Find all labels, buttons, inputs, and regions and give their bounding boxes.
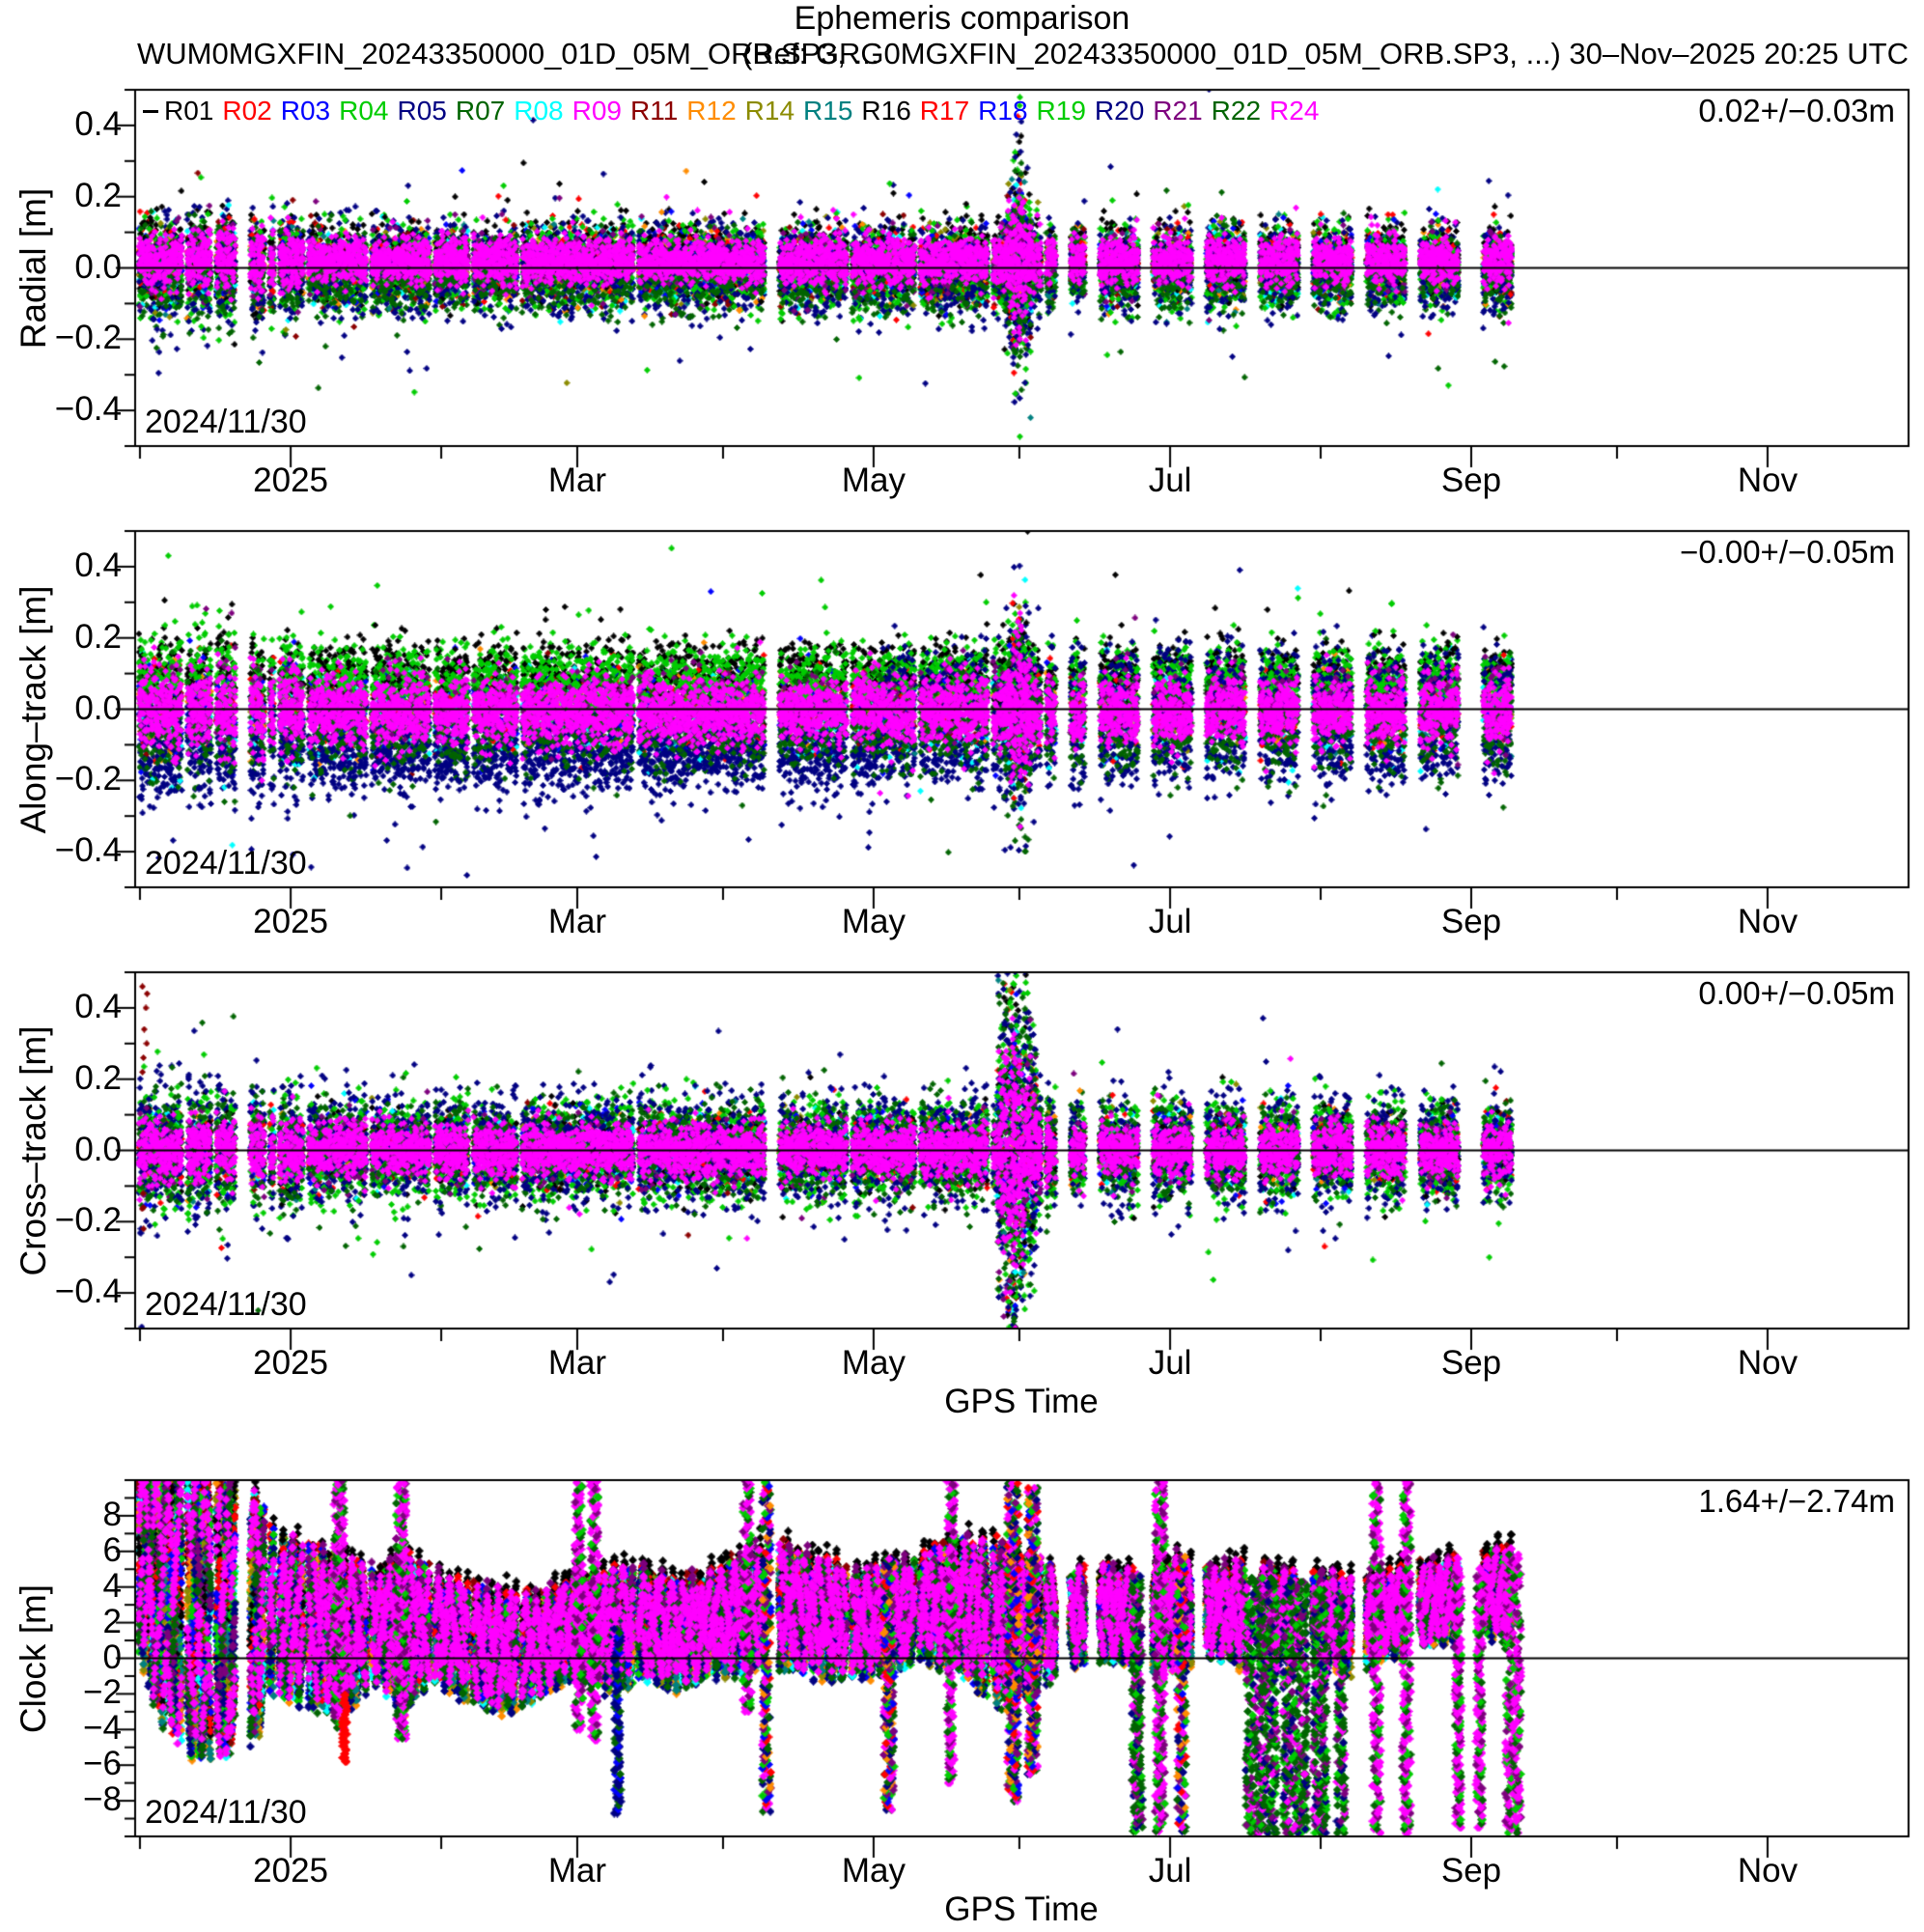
y-tick-label-clock-8: 8 <box>102 1495 122 1533</box>
y-tick-label-cross-track-0.4: 0.4 <box>74 987 122 1025</box>
x-tick-label-along-track-Nov: Nov <box>1737 903 1799 940</box>
x-tick-label-clock-Sep: Sep <box>1440 1852 1502 1890</box>
x-tick-label-radial-Nov: Nov <box>1737 462 1799 499</box>
stats-annotation-cross-track: 0.00+/−0.05m <box>1698 975 1895 1011</box>
y-tick-label-clock-−4: −4 <box>83 1709 122 1748</box>
y-tick-label-along-track-−0.2: −0.2 <box>54 760 122 798</box>
legend-item-R03: R03 <box>280 96 331 126</box>
x-tick-label-radial-Jul: Jul <box>1148 462 1192 499</box>
y-tick-label-along-track-−0.4: −0.4 <box>54 831 122 870</box>
y-tick-label-clock-6: 6 <box>102 1530 122 1569</box>
y-tick-label-cross-track-0.0: 0.0 <box>74 1130 122 1168</box>
legend-item-R05: R05 <box>397 96 447 126</box>
subtitle-reference-file-and-timestamp: (Ref: GRG0MGXFIN_20243350000_01D_05M_ORB… <box>742 37 1909 70</box>
x-tick-label-along-track-Sep: Sep <box>1440 903 1502 940</box>
x-tick-label-cross-track-Jul: Jul <box>1148 1344 1192 1382</box>
start-date-label-radial: 2024/11/30 <box>145 404 307 440</box>
legend-item-R02: R02 <box>222 96 272 126</box>
y-tick-label-radial-−0.2: −0.2 <box>54 319 122 357</box>
x-tick-label-along-track-Mar: Mar <box>547 903 607 940</box>
x-tick-label-along-track-2025: 2025 <box>253 903 329 940</box>
start-date-label-clock: 2024/11/30 <box>145 1794 307 1831</box>
x-axis-title-cross-track: GPS Time <box>944 1383 1099 1420</box>
legend-item-R16: R16 <box>861 96 911 126</box>
legend-item-R18: R18 <box>978 96 1028 126</box>
stats-annotation-clock: 1.64+/−2.74m <box>1698 1483 1895 1519</box>
x-tick-label-cross-track-May: May <box>841 1344 906 1382</box>
stats-annotation-radial: 0.02+/−0.03m <box>1698 93 1895 128</box>
legend-item-R22: R22 <box>1211 96 1262 126</box>
y-tick-label-radial-0.2: 0.2 <box>74 176 122 214</box>
x-tick-label-along-track-May: May <box>841 903 906 940</box>
y-tick-label-cross-track-0.2: 0.2 <box>74 1058 122 1097</box>
legend-item-R04: R04 <box>339 96 389 126</box>
x-tick-label-radial-Sep: Sep <box>1440 462 1502 499</box>
y-tick-label-radial-0.4: 0.4 <box>74 104 122 143</box>
x-tick-label-clock-2025: 2025 <box>253 1852 329 1890</box>
y-tick-label-clock-4: 4 <box>102 1566 122 1605</box>
chart-title: Ephemeris comparison <box>794 0 1130 37</box>
y-tick-label-cross-track-−0.2: −0.2 <box>54 1201 122 1240</box>
y-tick-label-clock-−2: −2 <box>83 1673 122 1712</box>
legend-item-R19: R19 <box>1036 96 1086 126</box>
x-tick-label-clock-Jul: Jul <box>1148 1852 1192 1890</box>
x-tick-label-cross-track-2025: 2025 <box>253 1344 329 1382</box>
y-tick-label-radial-0.0: 0.0 <box>74 247 122 286</box>
x-tick-label-clock-May: May <box>841 1852 906 1890</box>
start-date-label-along-track: 2024/11/30 <box>145 845 307 882</box>
x-tick-label-along-track-Jul: Jul <box>1148 903 1192 940</box>
y-tick-label-along-track-0.4: 0.4 <box>74 546 122 584</box>
y-tick-label-clock-0: 0 <box>102 1638 122 1676</box>
y-tick-label-radial-−0.4: −0.4 <box>54 390 122 429</box>
x-tick-label-clock-Mar: Mar <box>547 1852 607 1890</box>
start-date-label-cross-track: 2024/11/30 <box>145 1286 307 1323</box>
y-tick-label-clock-−6: −6 <box>83 1745 122 1783</box>
x-tick-label-radial-2025: 2025 <box>253 462 329 499</box>
y-tick-label-along-track-0.2: 0.2 <box>74 617 122 656</box>
legend-item-R01: R01 <box>164 96 214 126</box>
legend-item-R24: R24 <box>1269 96 1320 126</box>
legend-item-R17: R17 <box>919 96 970 126</box>
y-tick-label-along-track-0.0: 0.0 <box>74 688 122 727</box>
legend-item-R07: R07 <box>455 96 506 126</box>
x-tick-label-cross-track-Sep: Sep <box>1440 1344 1502 1382</box>
legend-item-R11: R11 <box>630 96 679 126</box>
legend-item-R14: R14 <box>744 96 795 126</box>
y-tick-label-clock-2: 2 <box>102 1602 122 1640</box>
x-tick-label-cross-track-Mar: Mar <box>547 1344 607 1382</box>
x-axis-title-clock: GPS Time <box>944 1890 1099 1928</box>
legend-item-R08: R08 <box>514 96 564 126</box>
legend-item-R15: R15 <box>803 96 853 126</box>
y-tick-label-cross-track-−0.4: −0.4 <box>54 1273 122 1311</box>
x-tick-label-clock-Nov: Nov <box>1737 1852 1799 1890</box>
x-tick-label-radial-Mar: Mar <box>547 462 607 499</box>
legend: R01 R02 R03 R04 R05 R07 R08 R09 R11 R12 R14 R15 R16 R… <box>143 96 1327 126</box>
legend-line-marker <box>143 109 158 113</box>
subtitle-compared-file: WUM0MGXFIN_20243350000_01D_05M_ORB.SP3, … <box>137 37 879 70</box>
y-tick-label-clock-−8: −8 <box>83 1780 122 1819</box>
legend-item-R09: R09 <box>572 96 622 126</box>
x-tick-label-radial-May: May <box>841 462 906 499</box>
stats-annotation-along-track: −0.00+/−0.05m <box>1680 534 1895 570</box>
legend-item-R12: R12 <box>686 96 737 126</box>
x-tick-label-cross-track-Nov: Nov <box>1737 1344 1799 1382</box>
legend-item-R20: R20 <box>1094 96 1145 126</box>
legend-item-R21: R21 <box>1153 96 1203 126</box>
